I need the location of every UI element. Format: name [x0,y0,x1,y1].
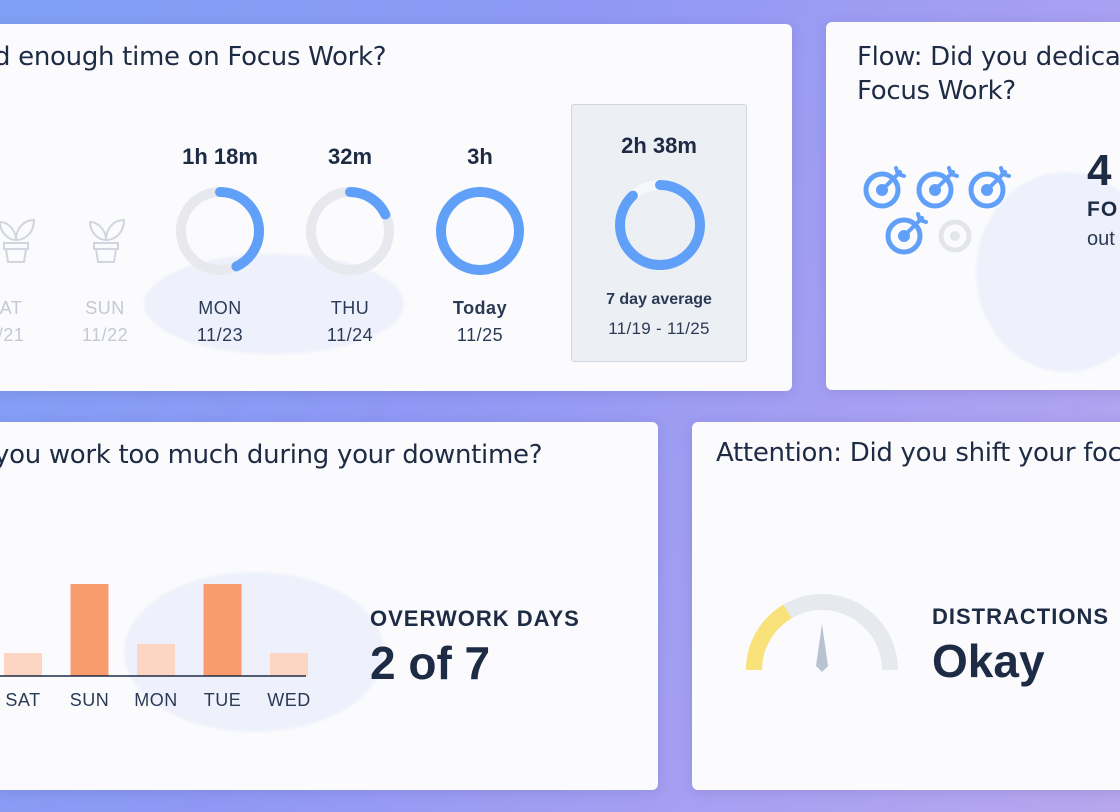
target-empty-icon [938,219,972,253]
overwork-days-label: OVERWORK DAYS [370,606,580,631]
day-name: THU [330,298,370,318]
day-date: 11/23 [196,325,244,345]
bar-label-sun: SUN [69,690,110,710]
gauge-needle [816,624,828,672]
bar-label-mon: MON [134,690,178,710]
bar-mon[interactable] [137,643,175,676]
flow-card-title-line2: Focus Work? [857,76,1016,106]
day-date: 11/24 [326,325,374,345]
day-name: SUN [85,298,125,318]
target-hit-icon [863,166,906,209]
target-hit-icon [885,212,928,255]
progress-ring [306,187,394,275]
day-name: Today [452,298,508,318]
distraction-gauge [746,594,898,672]
overwork-bar-chart [0,584,308,677]
progress-ring [176,187,264,275]
flow-card: Flow: Did you dedicat Focus Work? [826,22,1120,390]
day-duration: 1h 18m [182,144,258,169]
day-duration: 3h [467,144,493,169]
attention-card: Attention: Did you shift your focus DIST… [692,422,1120,790]
bar-label-wed: WED [267,690,311,710]
day-date: /21 [0,325,25,345]
day-date: 11/22 [81,325,129,345]
average-duration: 2h 38m [621,133,697,158]
flow-card-title-line1: Flow: Did you dedicat [857,42,1120,72]
average-progress-ring [615,180,705,270]
day-date: 11/25 [456,325,504,345]
flow-stat-label: FO [1087,198,1119,221]
seven-day-average-box[interactable]: 2h 38m 7 day average 11/19 - 11/25 [571,104,747,362]
overwork-days-value: 2 of 7 [370,637,491,689]
attention-card-title: Attention: Did you shift your focus [716,438,1120,468]
overwork-card: you work too much during your downtime? … [0,422,658,790]
target-hit-icon [916,166,959,209]
bar-sun[interactable] [70,584,109,676]
background-blob [976,172,1120,372]
distractions-value: Okay [932,635,1045,687]
plant-icon [0,218,36,263]
day-duration: 32m [327,144,373,169]
bar-tue[interactable] [203,584,242,676]
target-hit-icon [968,166,1011,209]
distractions-label: DISTRACTIONS [932,604,1109,629]
bar-label-tue: TUE [203,690,242,710]
bar-wed[interactable] [270,653,308,676]
plant-icon [88,218,126,263]
average-date-range: 11/19 - 11/25 [608,319,710,338]
average-label: 7 day average [606,291,712,308]
day-name: AT [0,298,23,318]
bar-label-sat: SAT [5,690,41,710]
day-name: MON [198,298,242,318]
flow-stat-sub: out [1087,228,1115,250]
overwork-card-title: you work too much during your downtime? [0,440,543,470]
bar-sat[interactable] [4,653,42,676]
flow-stat-value: 4 [1087,146,1112,195]
progress-ring [436,187,524,275]
focus-work-card: d enough time on Focus Work? AT /21 SUN … [0,24,792,391]
focus-card-title: d enough time on Focus Work? [0,42,387,72]
